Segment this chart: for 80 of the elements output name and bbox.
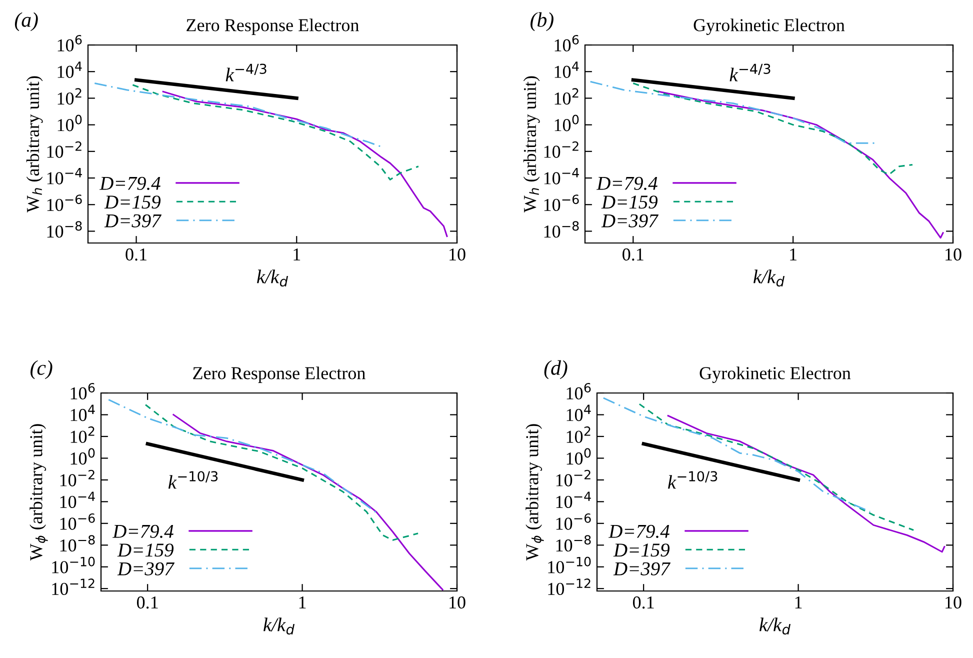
- y-tick-label: 10$^{−6}$: [47, 194, 82, 212]
- x-tick-label: 1: [294, 248, 300, 260]
- y-tick-label: 10$^{−4}$: [60, 492, 95, 508]
- x-axis-title: k/k$_{d}$: [760, 618, 791, 635]
- y-tick-label: 10$^{−10}$: [548, 556, 591, 574]
- chart-title: Gyrokinetic Electron: [694, 18, 845, 36]
- annotation: k$^{−4/3}$: [226, 64, 266, 82]
- y-tick-label: 10$^{−8}$: [47, 221, 82, 238]
- x-axis-title: k/k$_{d}$: [264, 618, 295, 635]
- y-tick-label: 10$^{−2}$: [47, 141, 82, 158]
- legend-label: D=397: [601, 214, 659, 228]
- y-tick-label: 10$^{2}$: [58, 88, 82, 105]
- y-tick-label: 10$^{4}$: [554, 62, 579, 78]
- y-tick-label: 10$^{6}$: [566, 382, 591, 400]
- legend-label: D=79.4: [608, 524, 670, 538]
- x-tick-label: 10: [946, 248, 962, 261]
- legend-label: D=159: [613, 544, 670, 557]
- annotation: k$^{−10/3}$: [168, 471, 218, 489]
- x-tick-label: 1: [795, 596, 802, 608]
- y-tick-label: 10$^{−12}$: [52, 578, 94, 596]
- legend-label: D=159: [601, 196, 658, 209]
- legend-label: D=397: [613, 562, 671, 576]
- legend-label: D=79.4: [112, 524, 174, 538]
- y-tick-label: 10$^{−6}$: [60, 513, 95, 530]
- y-axis-title: W$_{ϕ}$ (arbitrary unit): [526, 424, 544, 561]
- x-tick-label: 0.1: [126, 248, 146, 261]
- x-tick-label: 10: [450, 596, 466, 609]
- y-axis-title: W$_{h}$ (arbitrary unit): [26, 76, 43, 213]
- legend-label: D=159: [117, 544, 174, 557]
- y-tick-label: 10$^{0}$: [566, 448, 591, 465]
- legend-label: D=397: [117, 562, 175, 576]
- text: (d): [544, 360, 568, 380]
- y-tick-label: 10$^{−4}$: [47, 168, 82, 184]
- annotation: k$^{−10/3}$: [668, 471, 718, 489]
- annotation: k$^{−4/3}$: [730, 64, 770, 82]
- y-tick-label: 10$^{−8}$: [544, 221, 579, 238]
- legend-label: D=159: [104, 196, 161, 209]
- legend-label: D=79.4: [596, 176, 658, 190]
- y-tick-label: 10$^{−8}$: [556, 535, 591, 552]
- y-tick-label: 10$^{6}$: [58, 34, 82, 52]
- y-tick-label: 10$^{0}$: [70, 448, 95, 465]
- y-axis-title: W$_{h}$ (arbitrary unit): [523, 76, 540, 213]
- y-tick-label: 10$^{−4}$: [556, 492, 591, 508]
- y-tick-label: 10$^{−2}$: [544, 141, 578, 158]
- chart-title: Gyrokinetic Electron: [700, 366, 851, 384]
- x-axis-title: k/k$_{d}$: [754, 270, 785, 287]
- y-tick-label: 10$^{4}$: [70, 404, 95, 422]
- x-axis-title: k/k$_{d}$: [257, 270, 288, 287]
- y-tick-label: 10$^{−6}$: [556, 513, 591, 530]
- x-tick-label: 0.1: [632, 596, 654, 609]
- y-tick-label: 10$^{−4}$: [544, 168, 579, 184]
- y-tick-label: 10$^{−2}$: [60, 470, 94, 486]
- y-tick-label: 10$^{−2}$: [556, 470, 590, 486]
- y-tick-label: 10$^{2}$: [554, 88, 578, 105]
- y-tick-label: 10$^{−6}$: [544, 194, 579, 212]
- y-axis-title: W$_{ϕ}$ (arbitrary unit): [30, 424, 48, 561]
- chart-title: Zero Response Electron: [193, 366, 366, 383]
- y-tick-label: 10$^{2}$: [70, 426, 94, 443]
- x-tick-label: 10: [946, 596, 962, 609]
- x-tick-label: 0.1: [136, 596, 158, 609]
- y-tick-label: 10$^{2}$: [566, 426, 590, 443]
- y-tick-label: 10$^{4}$: [58, 62, 82, 78]
- y-tick-label: 10$^{6}$: [70, 382, 95, 400]
- x-tick-label: 0.1: [622, 248, 644, 261]
- text: (a): [14, 12, 38, 32]
- y-tick-label: 10$^{0}$: [554, 114, 579, 132]
- y-tick-label: 10$^{4}$: [566, 404, 591, 422]
- y-tick-label: 10$^{−8}$: [60, 535, 95, 552]
- y-tick-label: 10$^{−12}$: [548, 578, 590, 596]
- legend-label: D=79.4: [99, 176, 160, 190]
- y-tick-label: 10$^{6}$: [554, 34, 579, 52]
- x-tick-label: 1: [299, 596, 306, 608]
- chart-title: Zero Response Electron: [186, 18, 359, 35]
- x-tick-label: 10: [450, 248, 466, 261]
- legend-label: D=397: [104, 214, 162, 228]
- y-tick-label: 10$^{0}$: [58, 114, 82, 132]
- text: (c): [30, 360, 52, 380]
- x-tick-label: 1: [790, 248, 796, 260]
- text: (b): [530, 12, 554, 32]
- y-tick-label: 10$^{−10}$: [52, 556, 95, 574]
